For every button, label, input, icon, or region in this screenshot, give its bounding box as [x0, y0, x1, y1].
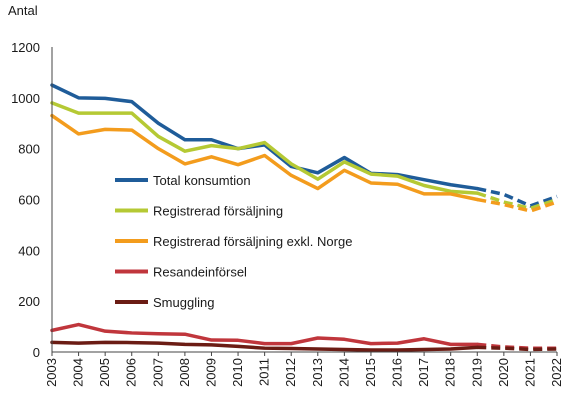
series-line-forecast	[477, 342, 557, 350]
y-tick-label: 600	[18, 193, 40, 208]
x-tick-label: 2021	[522, 358, 537, 387]
x-tick-label: 2018	[443, 358, 458, 387]
y-tick-label: 800	[18, 142, 40, 157]
x-tick-label: 2005	[97, 358, 112, 387]
legend-label: Total konsumtion	[153, 173, 251, 188]
series-4	[50, 322, 558, 350]
y-axis-ticks: 0 200 400 600 800 1000 1200	[11, 40, 40, 360]
legend-label: Registrerad försäljning	[153, 204, 283, 219]
series-layer	[50, 83, 558, 352]
y-tick-label: 1200	[11, 40, 40, 55]
legend-label: Smuggling	[153, 295, 214, 310]
x-tick-label: 2009	[203, 358, 218, 387]
series-2	[50, 101, 558, 211]
legend: Total konsumtion Registrerad försäljning R…	[115, 173, 352, 310]
x-tick-label: 2007	[150, 358, 165, 387]
series-1	[50, 83, 558, 208]
x-tick-label: 2020	[496, 358, 511, 387]
y-axis-label: Antal	[8, 3, 38, 18]
legend-item: Registrerad försäljning exkl. Norge	[115, 234, 352, 249]
series-line-forecast	[476, 191, 558, 211]
x-tick-label: 2015	[363, 358, 378, 387]
x-tick-label: 2014	[336, 358, 351, 387]
x-tick-label: 2016	[390, 358, 405, 387]
x-axis-ticks: 2003 2004 2005 2006 2007 2008 2009 2010 2011 2012…	[44, 358, 564, 387]
y-tick-label: 200	[18, 294, 40, 309]
legend-label: Resandeinförsel	[153, 265, 247, 280]
legend-item: Registrerad försäljning	[115, 204, 283, 219]
series-line-solid	[50, 113, 480, 202]
x-tick-label: 2004	[71, 358, 86, 387]
y-tick-label: 400	[18, 243, 40, 258]
x-tick-label: 2017	[416, 358, 431, 387]
x-tick-label: 2008	[177, 358, 192, 387]
x-tick-label: 2006	[124, 358, 139, 387]
series-line-forecast	[476, 186, 558, 208]
axes	[51, 47, 558, 356]
series-5	[50, 340, 558, 352]
series-line-forecast	[477, 345, 558, 352]
x-tick-label: 2010	[230, 358, 245, 387]
x-tick-label: 2022	[549, 358, 564, 387]
legend-item: Total konsumtion	[115, 173, 251, 188]
series-3	[50, 113, 558, 213]
series-line-solid	[50, 83, 480, 191]
y-tick-label: 0	[33, 345, 40, 360]
x-tick-label: 2013	[310, 358, 325, 387]
x-tick-label: 2011	[257, 358, 272, 386]
legend-item: Resandeinförsel	[115, 265, 247, 280]
legend-item: Smuggling	[115, 295, 214, 310]
y-tick-label: 1000	[11, 91, 40, 106]
legend-label: Registrerad försäljning exkl. Norge	[153, 234, 352, 249]
x-tick-label: 2003	[44, 358, 59, 387]
x-tick-label: 2012	[283, 358, 298, 387]
x-tick-label: 2019	[469, 358, 484, 387]
